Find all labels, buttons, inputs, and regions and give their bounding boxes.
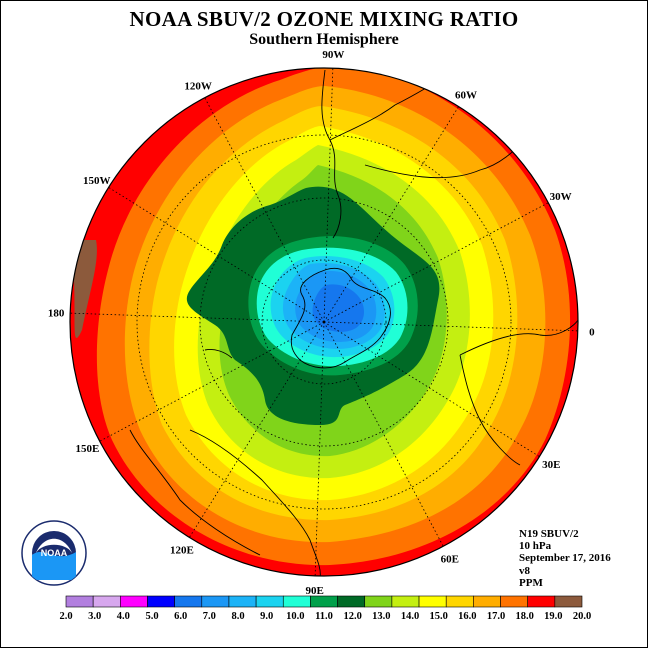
colorbar-label: 4.0 <box>117 611 130 622</box>
band-6 <box>312 284 364 332</box>
colorbar-label: 11.0 <box>315 611 333 622</box>
colorbar-label: 2.0 <box>59 611 72 622</box>
longitude-label: 60W <box>455 90 477 102</box>
latitude-circle-60 <box>136 134 512 510</box>
longitude-label: 150W <box>83 175 111 187</box>
longitude-label: 60E <box>441 554 459 566</box>
colorbar-label: 16.0 <box>458 611 476 622</box>
colorbar-label: 17.0 <box>487 611 505 622</box>
map-subtitle: Southern Hemisphere <box>249 31 399 48</box>
colorbar-label: 18.0 <box>515 611 533 622</box>
colorbar-label: 12.0 <box>343 611 361 622</box>
colorbar-label: 14.0 <box>401 611 419 622</box>
longitude-labels: 90W 60W 30W 0 30E 60E 90E 120E 150E 180 150W 120W <box>48 49 595 597</box>
colorbar-swatch <box>527 595 556 608</box>
colorbar-swatch <box>337 595 366 608</box>
info-block: N19 SBUV/2 10 hPa September 17, 2016 v8 … <box>519 528 611 589</box>
colorbar-swatch <box>418 595 447 608</box>
longitude-label: 150E <box>75 443 99 455</box>
colorbar-label: 20.0 <box>573 611 591 622</box>
colorbar-label: 8.0 <box>231 611 244 622</box>
info-line-units: PPM <box>519 576 543 589</box>
colorbar-swatch <box>473 595 501 608</box>
latitude-circle-70 <box>199 197 449 447</box>
colorbar-swatch <box>364 595 393 608</box>
colorbar-swatch <box>445 595 474 608</box>
colorbar-label: 7.0 <box>203 611 216 622</box>
colorbar-swatch <box>147 595 175 608</box>
longitude-label: 90W <box>322 49 344 61</box>
africa-coast <box>459 319 578 466</box>
ross-island <box>204 349 233 359</box>
graticule <box>70 68 578 576</box>
colorbar-label: 19.0 <box>544 611 562 622</box>
longitude-label: 90E <box>305 585 323 597</box>
colorbar-swatch <box>228 595 257 608</box>
colorbar-label: 13.0 <box>372 611 390 622</box>
colorbar-label: 5.0 <box>145 611 158 622</box>
colorbar: 2.0 3.0 4.0 5.0 6.0 7.0 8.0 9.0 10.0 11.0 12.0 13.0… <box>59 595 591 622</box>
info-line-version: v8 <box>519 564 530 577</box>
longitude-label: 0 <box>589 326 595 338</box>
info-line-date: September 17, 2016 <box>519 552 611 565</box>
colorbar-swatch <box>500 595 528 608</box>
colorbar-swatch <box>120 595 148 608</box>
colorbar-swatch <box>92 595 121 608</box>
info-line-satellite: N19 SBUV/2 <box>519 528 579 540</box>
info-line-pressure: 10 hPa <box>519 540 552 553</box>
noaa-logo-text: NOAA <box>41 548 68 558</box>
latitude-circle-80 <box>261 259 387 385</box>
colorbar-swatch <box>391 595 420 608</box>
antarctica-coast <box>290 267 391 369</box>
longitude-label: 30W <box>550 191 572 203</box>
colorbar-label: 15.0 <box>429 611 447 622</box>
australia-coast <box>189 429 321 576</box>
noaa-logo: NOAA <box>21 520 87 586</box>
colorbar-label: 10.0 <box>286 611 304 622</box>
colorbar-swatch <box>174 595 203 608</box>
new-zealand-coast <box>129 429 261 556</box>
longitude-label: 120W <box>184 80 212 92</box>
ozone-field <box>70 68 578 576</box>
colorbar-swatch <box>65 595 94 608</box>
longitude-label: 180 <box>48 308 65 320</box>
longitude-label: 120E <box>170 544 194 556</box>
colorbar-swatch <box>310 595 338 608</box>
map-border <box>69 67 579 577</box>
colorbar-swatch <box>201 595 230 608</box>
colorbar-label: 3.0 <box>88 611 101 622</box>
colorbar-swatch <box>255 595 284 608</box>
colorbar-label: 9.0 <box>260 611 273 622</box>
map-title: NOAA SBUV/2 OZONE MIXING RATIO <box>129 7 519 31</box>
colorbar-swatch <box>282 595 311 608</box>
colorbar-swatch <box>554 595 583 608</box>
longitude-label: 30E <box>542 459 560 471</box>
colorbar-label: 6.0 <box>174 611 187 622</box>
